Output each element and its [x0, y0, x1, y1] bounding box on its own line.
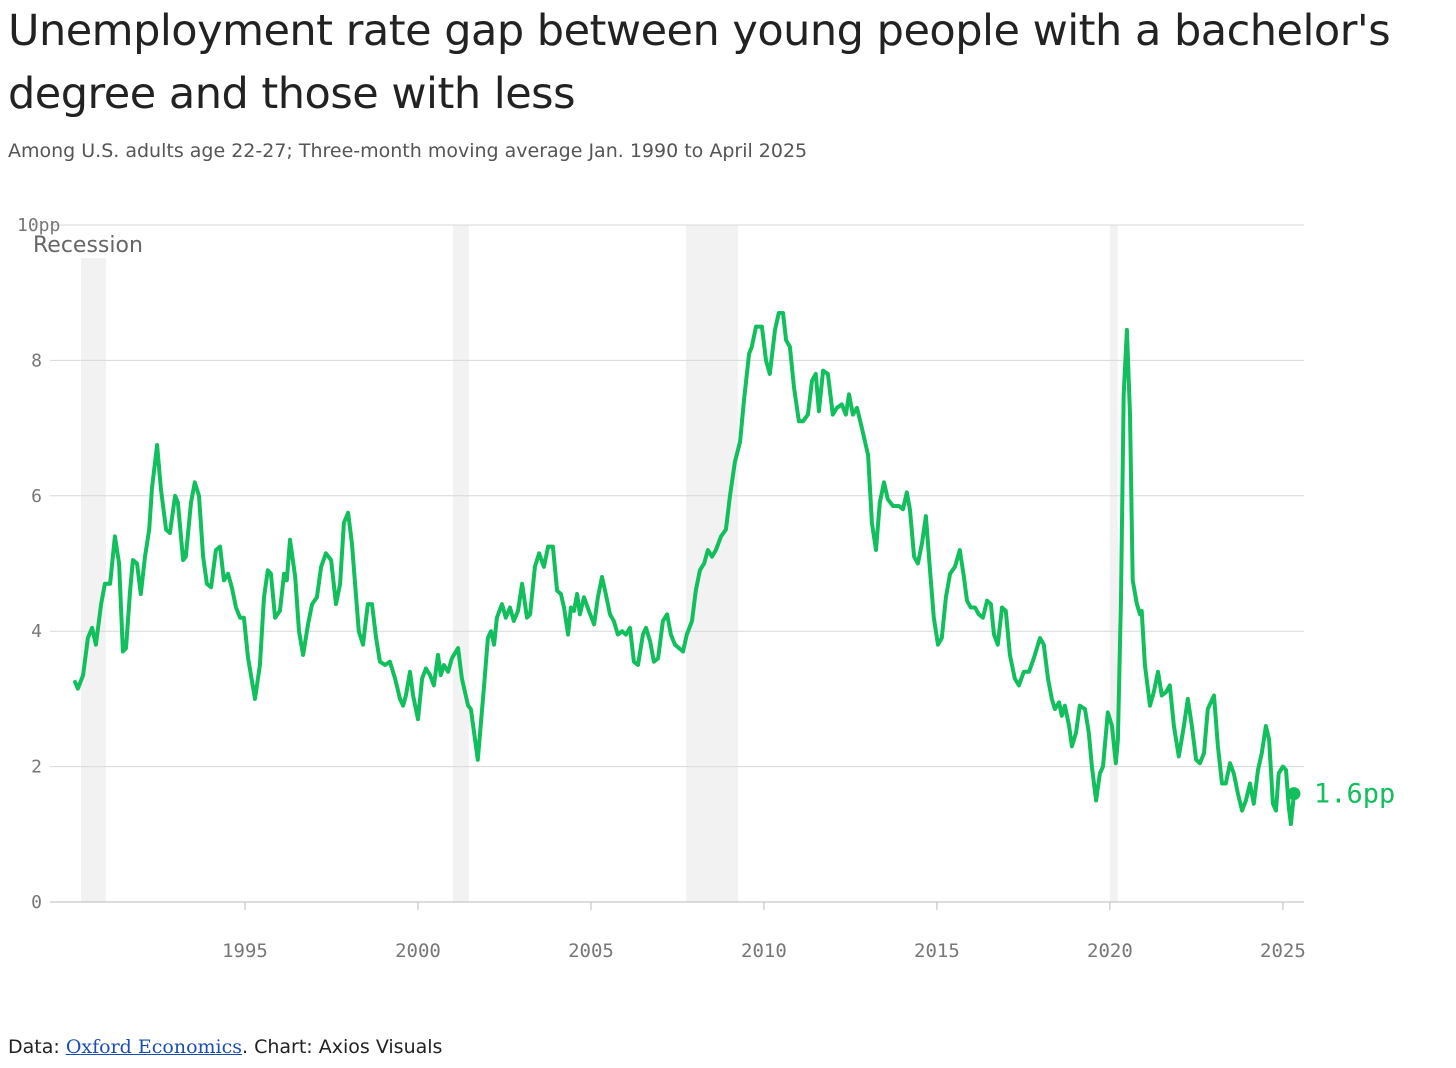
- y-tick-label: 0: [31, 892, 42, 913]
- y-tick-label: 2: [31, 757, 42, 778]
- recession-band: [452, 225, 469, 902]
- recession-band: [80, 258, 106, 902]
- source-prefix: Data:: [8, 1036, 60, 1058]
- chart-subtitle: Among U.S. adults age 22-27; Three-month…: [8, 140, 808, 162]
- source-link[interactable]: Oxford Economics: [65, 1036, 242, 1058]
- data-line: [73, 311, 1296, 827]
- end-dot: [1287, 787, 1301, 801]
- x-tick-label: 2010: [741, 940, 787, 962]
- end-label: 1.6pp: [1314, 779, 1395, 810]
- x-tick-label: 2000: [395, 940, 441, 962]
- recession-band: [1109, 225, 1118, 902]
- x-tick-label: 2015: [914, 940, 960, 962]
- source: Data: Oxford Economics. Chart: Axios Vis…: [8, 1036, 442, 1058]
- x-tick-label: 2020: [1087, 940, 1133, 962]
- recession-label: Recession: [33, 233, 143, 258]
- y-tick-label: 10pp: [17, 215, 60, 236]
- chart-title: Unemployment rate gap between young peop…: [8, 6, 1391, 119]
- source-suffix: . Chart: Axios Visuals: [242, 1036, 443, 1058]
- y-tick-label: 4: [31, 621, 42, 642]
- recession-band: [686, 225, 738, 902]
- x-tick-label: 2005: [568, 940, 614, 962]
- y-tick-label: 6: [31, 486, 42, 507]
- y-tick-label: 8: [31, 350, 42, 371]
- x-tick-label: 1995: [222, 940, 268, 962]
- x-tick-label: 2025: [1260, 940, 1306, 962]
